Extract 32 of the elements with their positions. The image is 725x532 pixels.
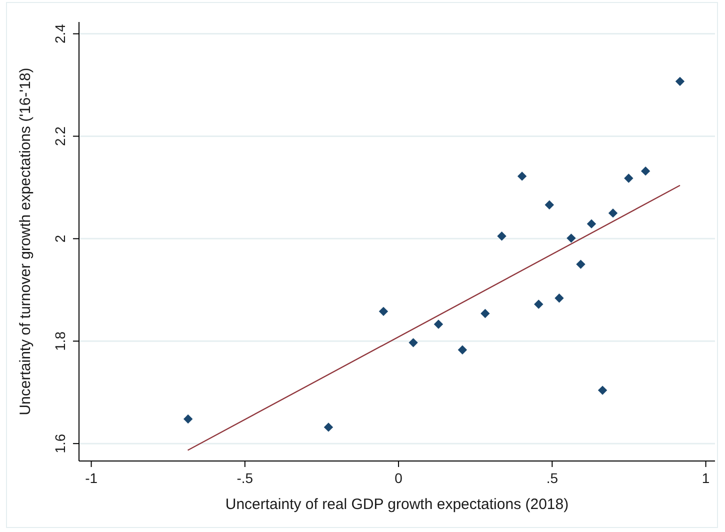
point (598, 386, 608, 395)
point (408, 338, 418, 348)
point (497, 232, 506, 241)
x-tick-label: -.5 (236, 470, 254, 486)
y-tick-label: 2.4 (52, 24, 68, 44)
y-axis-title: Uncertainty of turnover growth expectations ('16-'18) (17, 68, 34, 416)
point (566, 234, 576, 243)
x-axis-title: Uncertainty of real GDP growth expectations (2018) (225, 496, 569, 513)
point (517, 172, 527, 181)
x-tick-label: 1 (702, 470, 710, 486)
point (434, 320, 444, 329)
point (544, 200, 554, 210)
y-tick-label: 2.2 (52, 126, 68, 146)
x-tick-label: .5 (546, 470, 558, 486)
x-tick-label: 0 (394, 470, 403, 486)
point (378, 306, 388, 316)
point (586, 219, 596, 228)
point (640, 166, 650, 176)
y-tick-label: 1.6 (52, 434, 68, 454)
point (480, 308, 490, 318)
point (624, 174, 634, 183)
x-tick-label: -1 (85, 470, 98, 486)
point (458, 345, 468, 354)
point (183, 414, 193, 424)
y-tick-label: 2 (52, 234, 68, 243)
point (554, 294, 564, 303)
point (576, 260, 586, 269)
point (675, 76, 685, 86)
point (534, 300, 544, 309)
y-tick-label: 1.8 (52, 331, 68, 351)
point (324, 422, 334, 432)
point (608, 208, 618, 218)
